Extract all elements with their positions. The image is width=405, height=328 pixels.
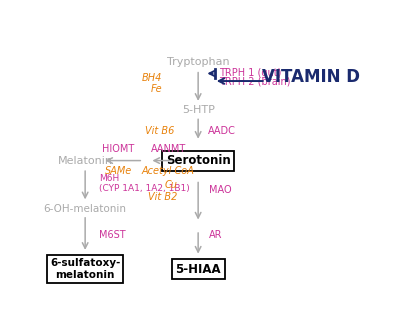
Text: AR: AR (209, 230, 223, 240)
Text: AADC: AADC (207, 126, 235, 136)
Text: Tryptophan: Tryptophan (167, 57, 230, 67)
Text: 6-sulfatoxy-
melatonin: 6-sulfatoxy- melatonin (50, 258, 120, 280)
Text: Melatonin: Melatonin (58, 155, 113, 166)
Text: AANMT: AANMT (151, 144, 186, 154)
Text: M6H
(CYP 1A1, 1A2, 1B1): M6H (CYP 1A1, 1A2, 1B1) (99, 174, 190, 193)
Text: Vit B6: Vit B6 (145, 126, 175, 136)
Text: M6ST: M6ST (99, 230, 126, 240)
Text: Acetyl CoA: Acetyl CoA (142, 166, 195, 175)
Text: HIOMT: HIOMT (102, 144, 134, 154)
Text: MAO: MAO (209, 185, 232, 195)
Text: SAMe: SAMe (104, 166, 132, 175)
Text: Serotonin: Serotonin (166, 154, 230, 167)
Text: VITAMIN D: VITAMIN D (262, 68, 360, 86)
Text: 6-OH-melatonin: 6-OH-melatonin (44, 204, 127, 214)
Text: BH4
Fe: BH4 Fe (142, 73, 162, 94)
Text: Cu
Vit B2: Cu Vit B2 (148, 180, 178, 202)
Text: TRPH 2 (brain): TRPH 2 (brain) (219, 76, 290, 86)
Text: 5-HIAA: 5-HIAA (175, 263, 221, 276)
Text: TRPH 1 (gut): TRPH 1 (gut) (219, 69, 281, 78)
Text: 5-HTP: 5-HTP (182, 105, 215, 115)
